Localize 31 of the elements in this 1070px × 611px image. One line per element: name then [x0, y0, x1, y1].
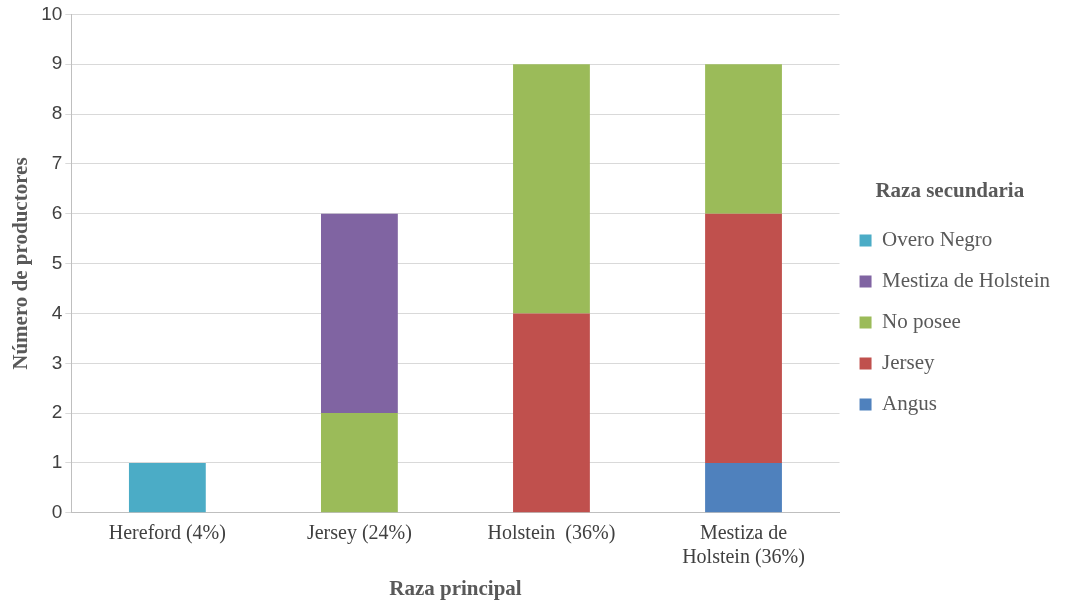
x-axis-title: Raza principal — [389, 575, 522, 600]
legend-label: Jersey — [882, 350, 936, 375]
legend-label: Angus — [882, 391, 937, 416]
bar — [128, 462, 206, 513]
legend-label: Overo Negro — [882, 227, 993, 252]
y-tick-label: 4 — [51, 301, 63, 323]
y-tick-label: 0 — [51, 501, 63, 523]
x-tick-label: Mestiza de Holstein (36%) — [682, 521, 805, 569]
y-tick-label: 3 — [51, 351, 63, 373]
bar — [705, 462, 782, 513]
bar — [321, 413, 398, 513]
y-tick-label: 6 — [51, 201, 63, 223]
legend-title: Raza secundaria — [875, 177, 1025, 202]
bar — [321, 213, 398, 414]
bar — [513, 64, 590, 314]
bar — [513, 313, 590, 513]
legend-label: No posee — [882, 309, 961, 334]
bar — [705, 64, 782, 214]
y-tick-label: 9 — [51, 52, 63, 74]
y-tick-label: 8 — [51, 102, 63, 124]
legend-label: Mestiza de Holstein — [882, 268, 1051, 293]
y-tick-label: 7 — [51, 152, 63, 174]
x-tick-label: Hereford (4%) — [108, 521, 226, 545]
y-tick-label: 10 — [41, 2, 63, 24]
y-tick-label: 1 — [51, 451, 63, 473]
y-tick-label: 5 — [51, 251, 63, 273]
bar — [705, 213, 782, 463]
x-tick-label: Holstein (36%) — [487, 521, 616, 545]
x-tick-label: Jersey (24%) — [306, 521, 412, 545]
y-axis-title: Número de productores — [8, 157, 33, 370]
y-tick-label: 2 — [51, 401, 63, 423]
